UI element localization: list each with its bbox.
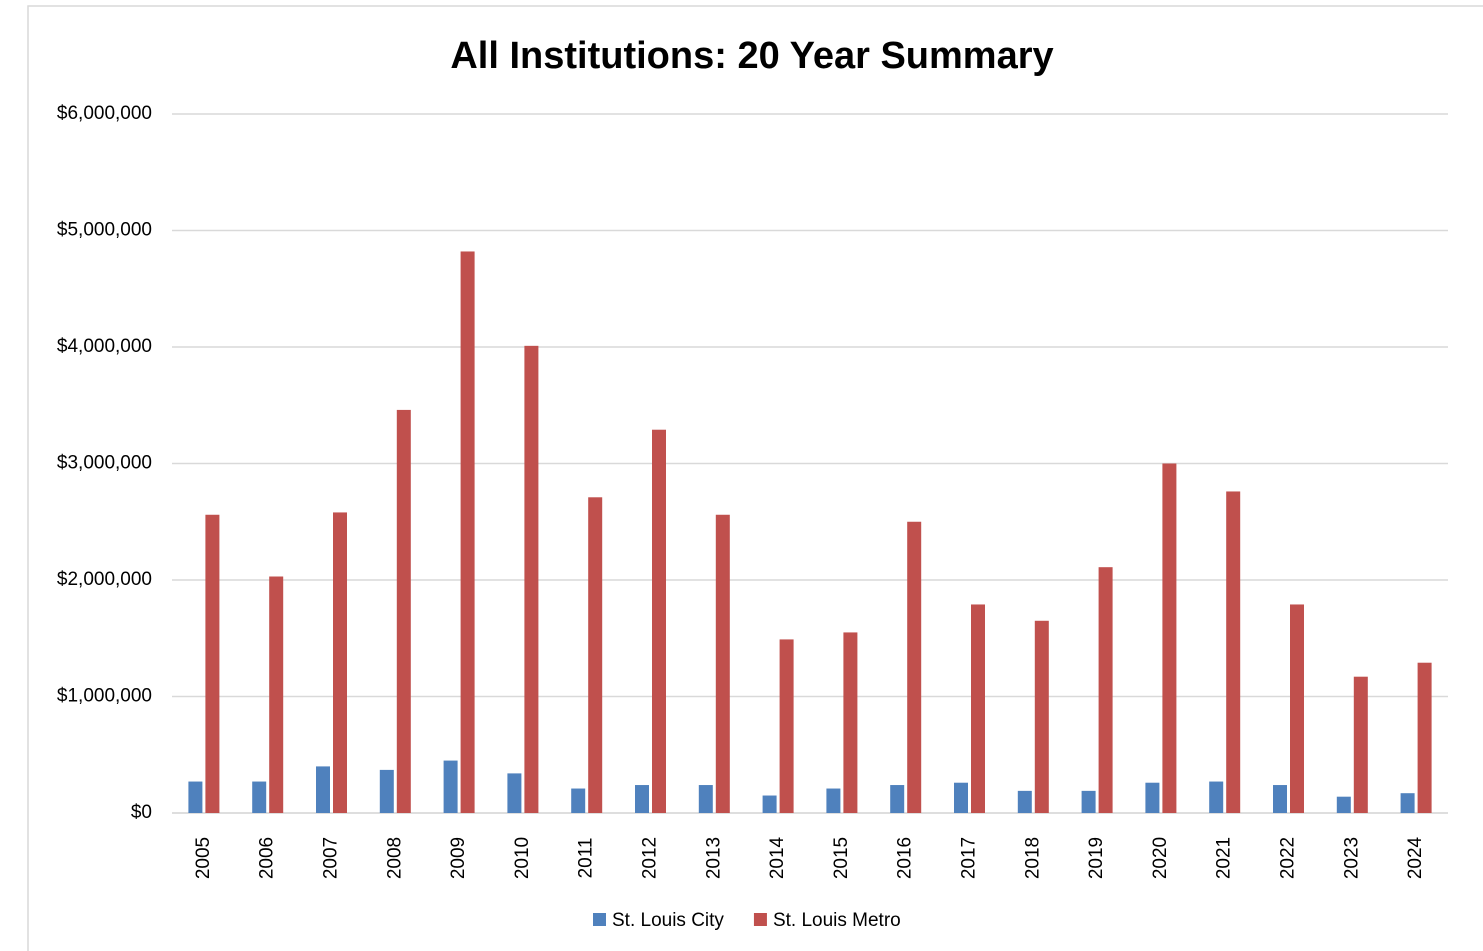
x-tick-label: 2007 xyxy=(321,837,342,879)
bar xyxy=(762,795,777,813)
bar xyxy=(379,769,394,813)
bar xyxy=(507,773,522,813)
bar xyxy=(571,788,586,813)
x-tick-label: 2005 xyxy=(193,837,214,879)
x-tick-label: 2006 xyxy=(257,837,278,879)
x-tick-label: 2019 xyxy=(1086,837,1107,879)
bar xyxy=(1162,463,1177,813)
x-tick-label: 2014 xyxy=(767,836,788,879)
bar xyxy=(205,514,220,813)
bar xyxy=(1034,620,1049,813)
y-tick-label: $4,000,000 xyxy=(57,336,152,357)
x-tick-label: 2012 xyxy=(640,837,661,879)
bar xyxy=(269,576,284,813)
y-tick-label: $1,000,000 xyxy=(57,686,152,707)
legend-label: St. Louis Metro xyxy=(773,910,901,931)
x-tick-label: 2023 xyxy=(1341,837,1362,879)
x-tick-label: 2015 xyxy=(831,837,852,879)
x-tick-label: 2009 xyxy=(448,837,469,879)
bar xyxy=(333,512,347,813)
bar xyxy=(954,782,968,813)
legend-swatch xyxy=(753,913,767,926)
bar xyxy=(1336,796,1351,813)
bar xyxy=(779,639,794,813)
bar xyxy=(1353,676,1368,813)
bar xyxy=(715,514,730,813)
legend-label: St. Louis City xyxy=(612,910,724,931)
bar xyxy=(1209,781,1224,813)
bar xyxy=(1290,604,1304,813)
bar xyxy=(826,788,841,813)
x-tick-label: 2008 xyxy=(384,837,405,879)
x-tick-label: 2024 xyxy=(1405,836,1426,879)
bar xyxy=(316,766,330,813)
y-tick-label: $2,000,000 xyxy=(57,569,152,590)
bar xyxy=(698,785,713,813)
bar xyxy=(1145,782,1160,813)
x-tick-label: 2018 xyxy=(1022,837,1043,879)
x-tick-label: 2010 xyxy=(512,837,533,879)
x-tick-label: 2013 xyxy=(703,837,724,879)
chart-border xyxy=(27,5,1483,951)
y-tick-label: $0 xyxy=(131,802,152,823)
bar xyxy=(907,521,922,813)
bar xyxy=(652,429,666,813)
bar xyxy=(443,760,458,813)
y-tick-label: $5,000,000 xyxy=(57,220,152,241)
bar xyxy=(1273,785,1287,813)
bar xyxy=(971,604,985,813)
bar xyxy=(1417,662,1432,813)
bar xyxy=(1098,567,1113,813)
x-tick-label: 2011 xyxy=(576,838,597,879)
x-tick-label: 2022 xyxy=(1278,837,1299,879)
y-tick-label: $3,000,000 xyxy=(57,453,152,474)
bar xyxy=(635,785,649,813)
bar xyxy=(1081,790,1096,813)
x-tick-label: 2017 xyxy=(959,837,980,879)
bar xyxy=(1226,491,1241,813)
bar xyxy=(1400,793,1415,813)
x-tick-label: 2020 xyxy=(1150,837,1171,879)
x-tick-label: 2021 xyxy=(1214,837,1235,879)
bar xyxy=(252,781,267,813)
bar xyxy=(588,497,603,813)
bar xyxy=(843,632,858,813)
x-tick-label: 2016 xyxy=(895,837,916,879)
bar xyxy=(396,409,411,813)
chart-title: All Institutions: 20 Year Summary xyxy=(450,35,1053,77)
bar xyxy=(460,251,475,814)
bar xyxy=(524,345,539,813)
bar xyxy=(1017,790,1032,813)
bar xyxy=(890,785,905,813)
y-tick-label: $6,000,000 xyxy=(57,103,152,124)
legend-swatch xyxy=(593,913,606,926)
bar xyxy=(188,781,203,813)
